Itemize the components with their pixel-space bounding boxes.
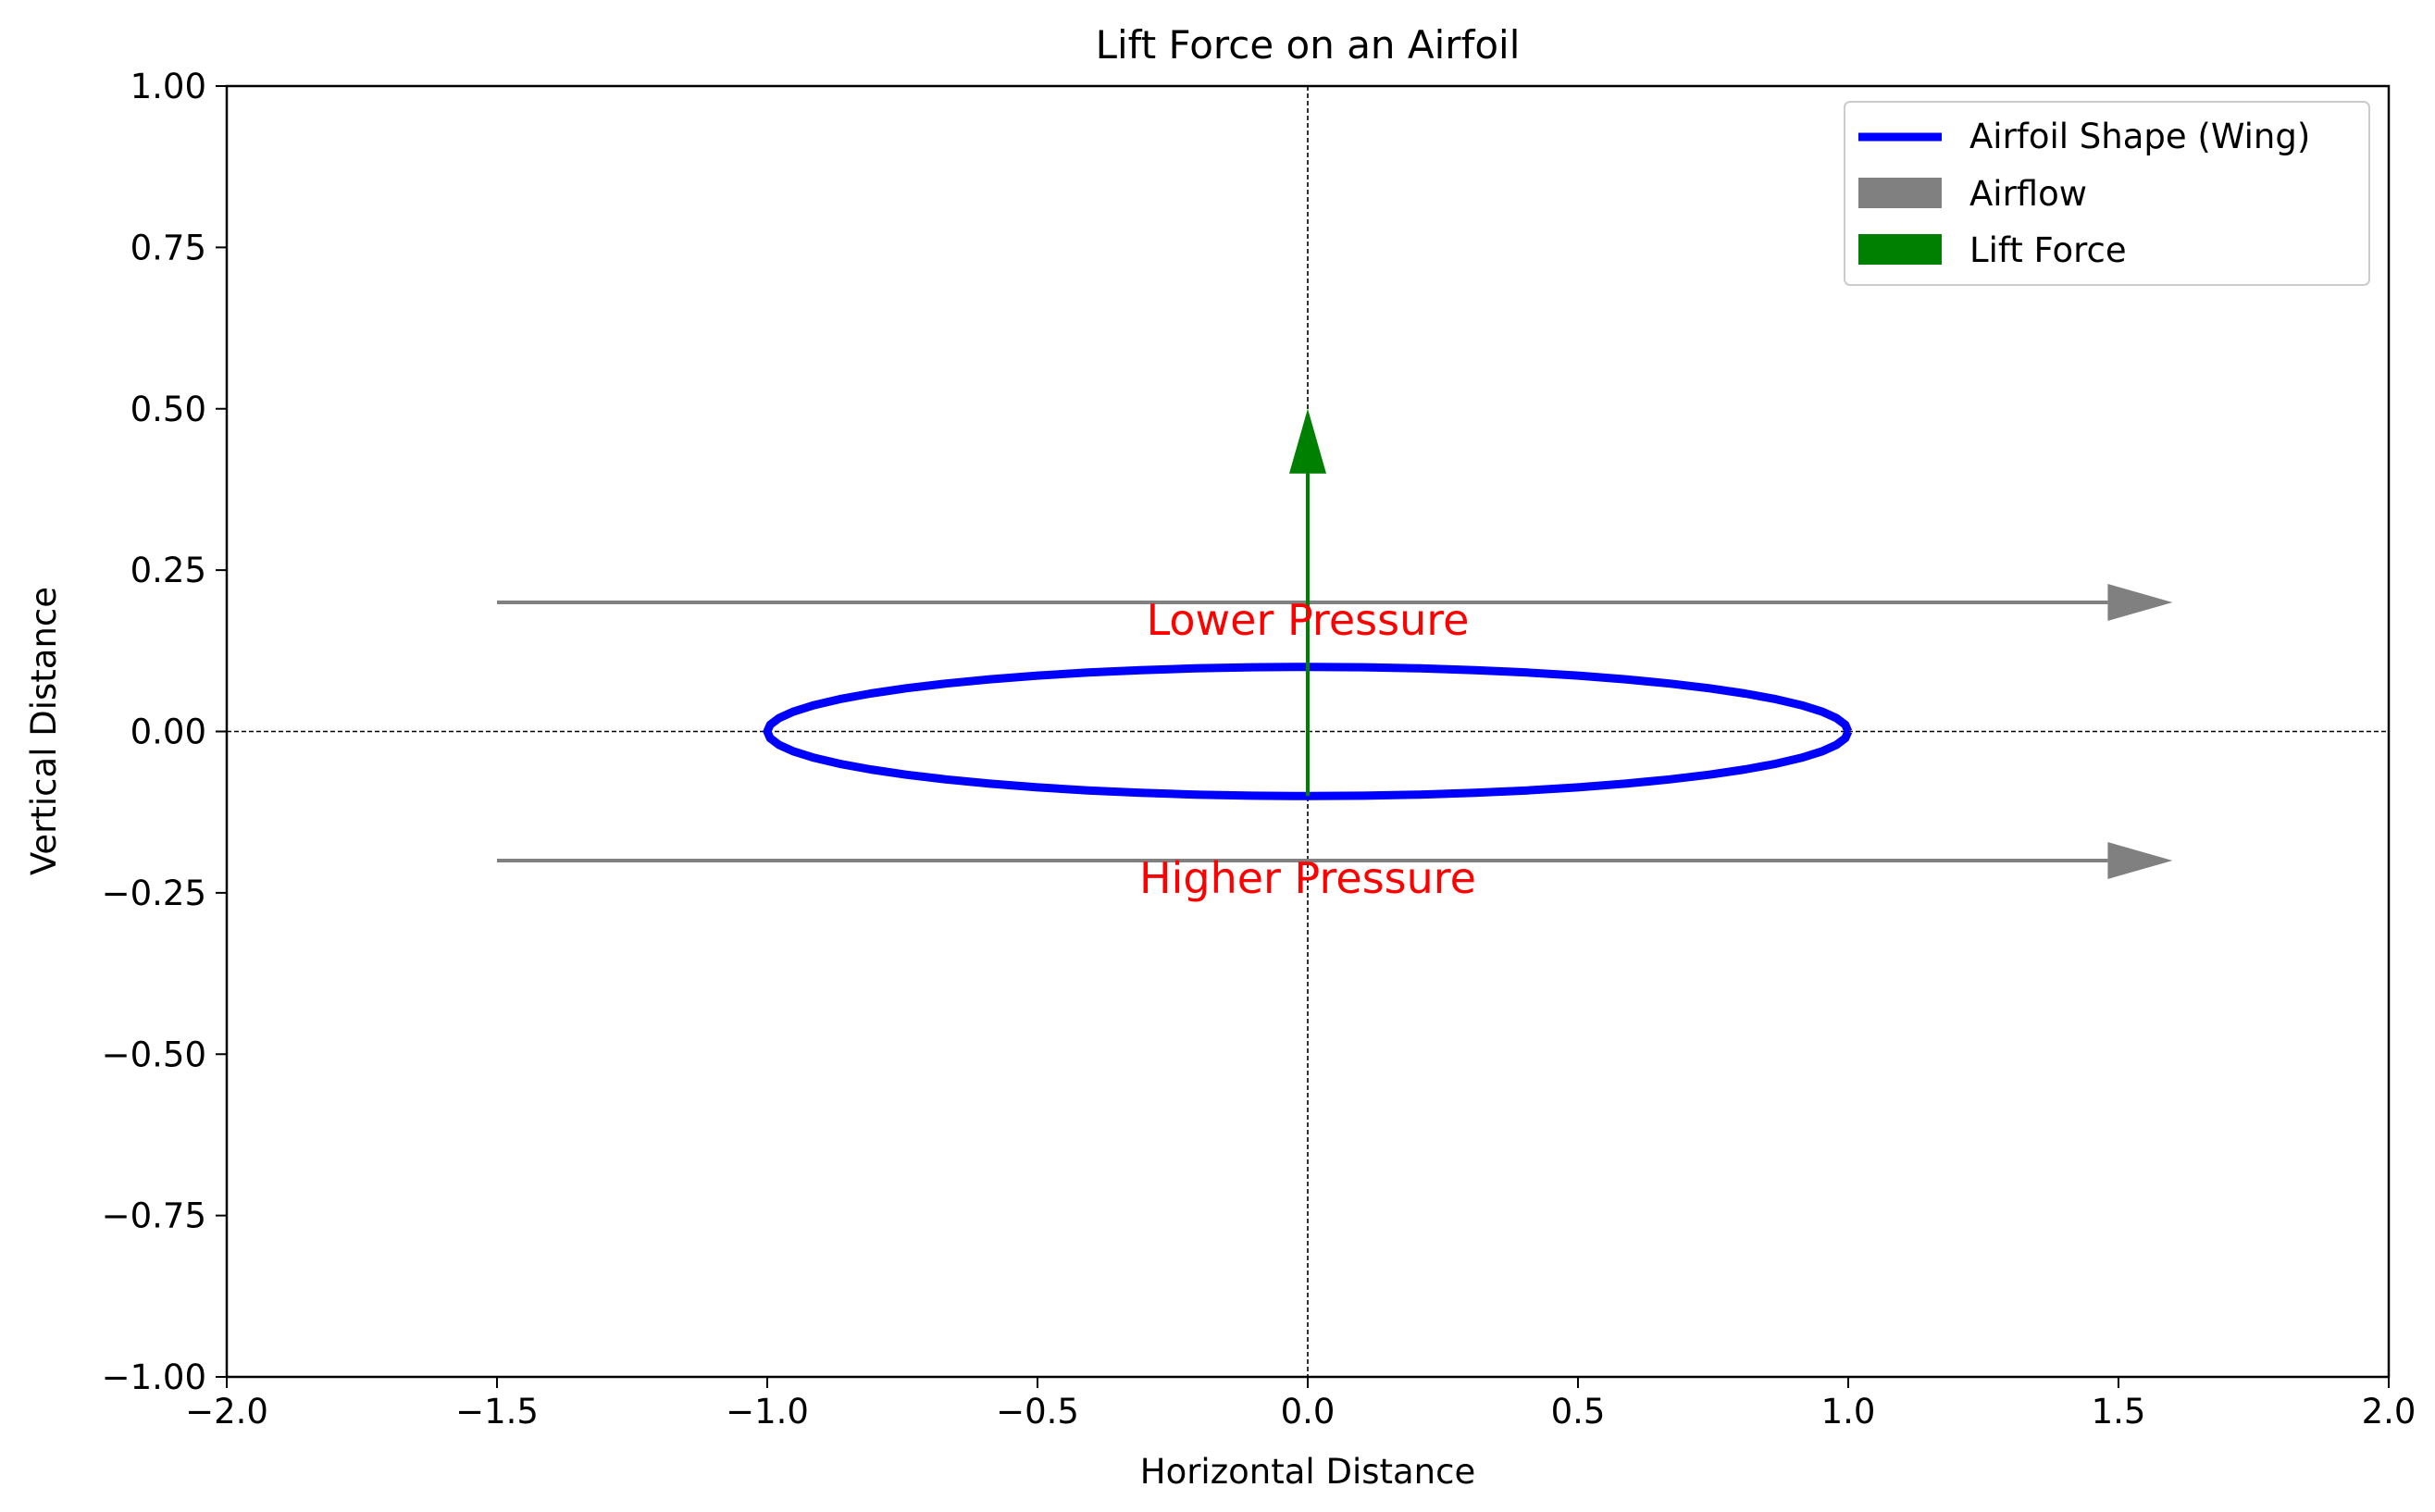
x-tick-label-3: −0.5 [996, 1392, 1079, 1431]
y-tick-label-3: 0.25 [130, 551, 206, 590]
y-tick-label-6: −0.50 [102, 1035, 206, 1074]
legend-marker-lift [1858, 234, 1942, 265]
y-tick-label-5: −0.25 [102, 874, 206, 913]
legend-marker-airflow [1858, 178, 1942, 208]
airfoil-layer [763, 663, 1853, 800]
legend: Airfoil Shape (Wing) Airflow Lift Force [1844, 101, 2370, 286]
y-tick-label-7: −0.75 [102, 1196, 206, 1236]
annotation-label-0: Lower Pressure [1147, 595, 1470, 645]
arrow-head-2 [1289, 408, 1326, 474]
y-axis-ticks: 1.00 0.75 0.50 0.25 0.00 −0.25 −0.50 −0.75 −1.00 [102, 67, 227, 1397]
legend-label-airfoil: Airfoil Shape (Wing) [1969, 117, 2310, 156]
arrow-head-0 [2107, 584, 2173, 621]
y-tick-label-1: 0.75 [130, 228, 206, 267]
arrow-2 [1289, 408, 1326, 797]
legend-label-lift: Lift Force [1969, 230, 2127, 270]
y-tick-label-4: 0.00 [130, 713, 206, 752]
x-axis-ticks: −2.0 −1.5 −1.0 −0.5 0.0 0.5 1.0 1.5 2.0 [185, 1377, 2416, 1431]
legend-label-airflow: Airflow [1969, 174, 2087, 214]
x-tick-label-1: −1.5 [455, 1392, 539, 1431]
x-tick-label-6: 1.0 [1821, 1392, 1876, 1431]
airfoil-series-line-0 [763, 663, 1853, 800]
arrow-1 [497, 842, 2173, 879]
x-tick-label-5: 0.5 [1551, 1392, 1606, 1431]
arrow-0 [497, 584, 2173, 621]
arrow-head-1 [2107, 842, 2173, 879]
x-tick-label-7: 1.5 [2092, 1392, 2146, 1431]
x-tick-label-0: −2.0 [185, 1392, 268, 1431]
x-tick-label-8: 2.0 [2362, 1392, 2416, 1431]
y-tick-label-2: 0.50 [130, 390, 206, 429]
annotation-label-1: Higher Pressure [1139, 853, 1476, 903]
y-tick-label-0: 1.00 [130, 67, 206, 106]
chart-title: Lift Force on an Airfoil [1096, 22, 1521, 68]
arrow-layer [497, 408, 2173, 879]
x-tick-label-4: 0.0 [1281, 1392, 1336, 1431]
x-axis-label: Horizontal Distance [1140, 1452, 1475, 1492]
y-axis-label: Vertical Distance [24, 587, 64, 875]
legend-frame [1844, 101, 2370, 286]
y-tick-label-8: −1.00 [102, 1357, 206, 1397]
x-tick-label-2: −1.0 [726, 1392, 809, 1431]
annotation-layer: Lower Pressure Higher Pressure [1139, 595, 1476, 903]
